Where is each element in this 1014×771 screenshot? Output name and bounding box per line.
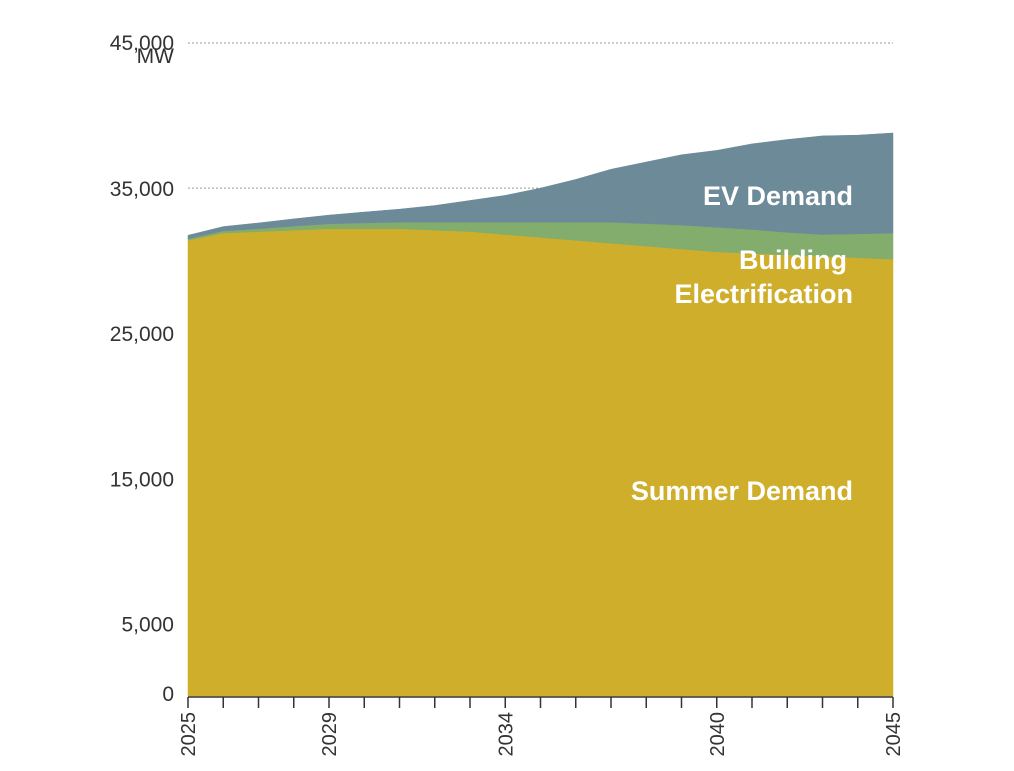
series-label-building-electrification-2: Electrification [674, 279, 853, 309]
x-tick-label-2040: 2040 [707, 712, 729, 757]
series-labels: EV Demand Building Electrification Summer D… [631, 181, 853, 506]
x-tick-label-2029: 2029 [319, 712, 341, 757]
y-tick-label-45000: 45,000 [110, 32, 174, 55]
y-axis-unit-label: MW [137, 45, 174, 68]
series-label-building-electrification-1: Building [739, 245, 847, 275]
area-series [187, 132, 894, 697]
series-label-ev-demand-1: EV Demand [703, 181, 853, 211]
x-tick-label-2025: 2025 [178, 712, 200, 757]
y-axis-tick-labels: 45,000 35,000 25,000 15,000 5,000 0 [110, 32, 174, 706]
x-tick-label-2034: 2034 [495, 712, 517, 757]
y-tick-label-5000: 5,000 [121, 613, 174, 636]
series-label-summer-demand-1: Summer Demand [631, 476, 853, 506]
y-tick-label-35000: 35,000 [110, 178, 174, 201]
x-tick-label-2045: 2045 [883, 712, 905, 757]
x-axis-ticks: 2025 2029 2034 2040 2045 [178, 697, 905, 757]
area-ev-demand [187, 132, 894, 240]
y-tick-label-15000: 15,000 [110, 468, 174, 491]
y-tick-label-0: 0 [162, 683, 174, 706]
y-tick-label-25000: 25,000 [110, 323, 174, 346]
